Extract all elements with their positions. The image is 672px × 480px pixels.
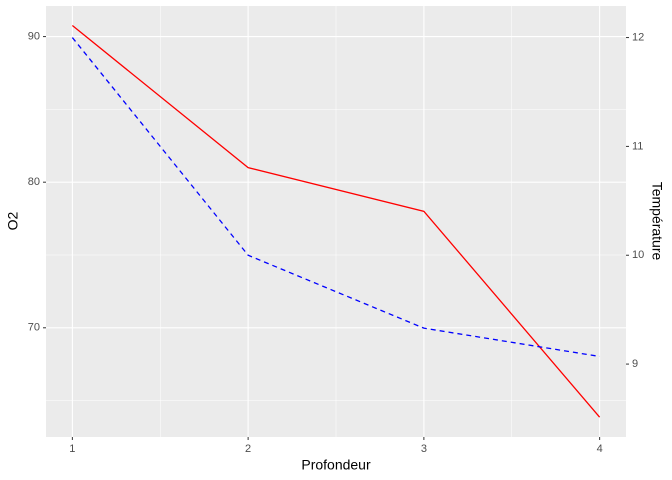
y-tick-label: 80 [28,176,40,188]
x-axis-title: Profondeur [301,457,371,473]
y2-tick-label: 10 [632,249,644,261]
y2-axis-title: Température [649,182,665,261]
x-tick-label: 4 [597,443,603,455]
line-series [71,25,601,418]
y2-tick-label: 11 [632,140,643,152]
y-tick-label: 90 [28,30,40,42]
x-tick-label: 1 [69,443,75,455]
y-tick-label: 70 [28,322,40,334]
x-tick-label: 2 [245,443,251,455]
y2-tick-label: 9 [632,358,638,370]
line-series [71,37,600,358]
y2-tick-label: 12 [632,31,644,43]
x-tick-label: 3 [421,443,427,455]
y-axis-title: O2 [5,211,21,230]
